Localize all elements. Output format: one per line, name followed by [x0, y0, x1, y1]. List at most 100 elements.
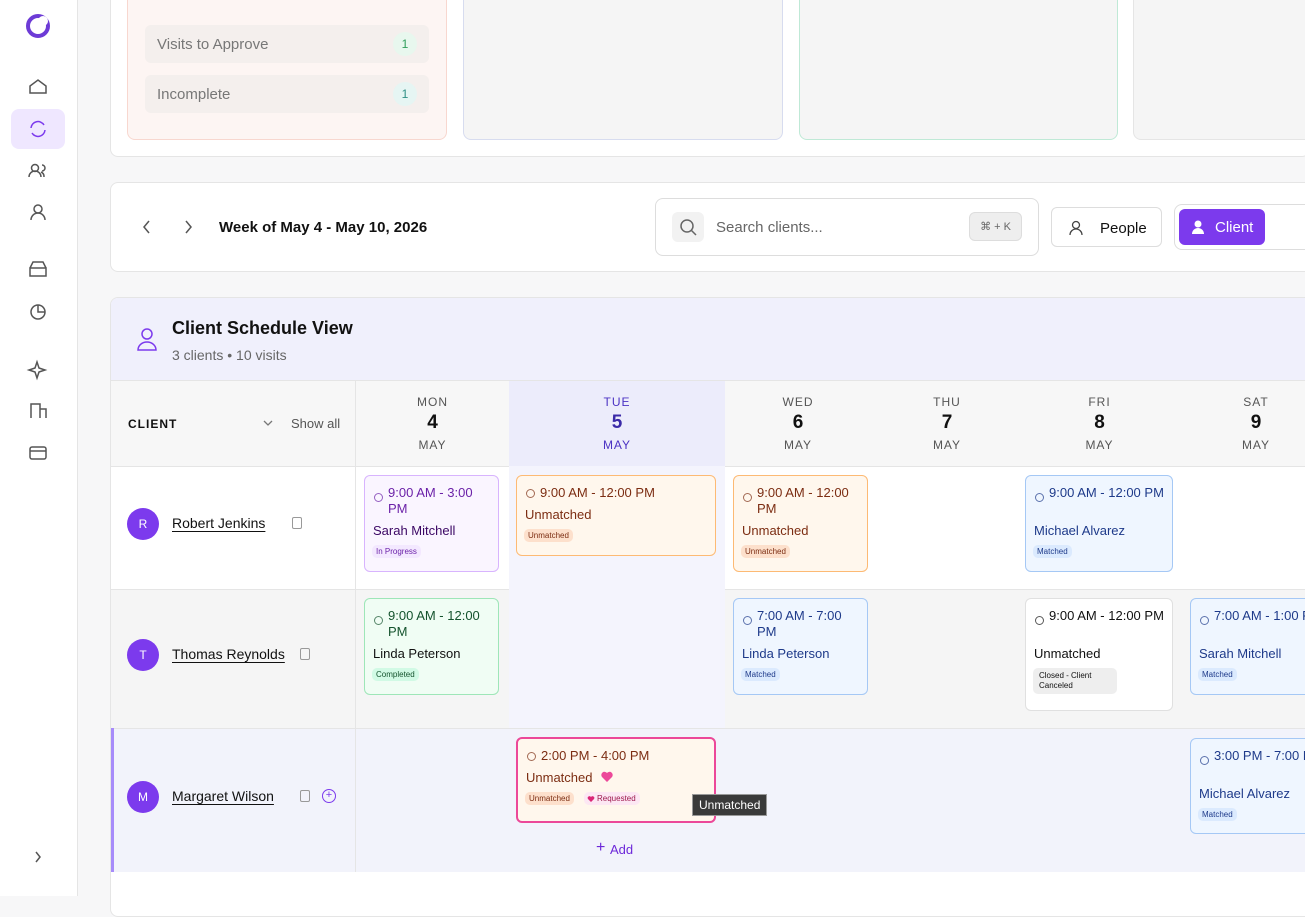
client-name[interactable]: Thomas Reynolds	[172, 646, 285, 662]
visit-time: 9:00 AM - 12:00 PM	[1049, 608, 1164, 623]
day-name: WED	[782, 395, 814, 409]
stat-label: Incomplete	[157, 86, 231, 103]
note-icon	[300, 648, 310, 660]
day-month: MAY	[418, 438, 447, 452]
status-pill: Matched	[1198, 668, 1237, 681]
status-pill: Unmatched	[525, 792, 574, 805]
note-icon	[300, 790, 310, 802]
clock-icon	[743, 616, 752, 625]
visit-time: 2:00 PM - 4:00 PM	[541, 748, 650, 763]
stat-card	[799, 0, 1118, 140]
visit-caregiver: Unmatched	[1034, 646, 1101, 661]
week-nav[interactable]	[136, 217, 198, 237]
visit-time: 7:00 AM - 7:00 PM	[757, 608, 842, 639]
status-pill: Matched	[1033, 545, 1072, 558]
visit-time: 9:00 AM - 12:00 PM	[757, 485, 849, 516]
stat-row[interactable]: Visits to Approve 1	[145, 25, 429, 63]
day-month: MAY	[602, 438, 632, 452]
add-visit[interactable]: Add	[610, 842, 634, 857]
day-number: 6	[792, 412, 804, 433]
status-pill: Unmatched	[741, 545, 790, 558]
visit-card[interactable]: 7:00 AM - 1:00 PM Sarah Mitchell Matched	[1190, 598, 1305, 695]
client-name[interactable]: Robert Jenkins	[172, 515, 266, 531]
client-avatar: M	[127, 781, 159, 813]
day-number: 4	[427, 412, 438, 433]
visit-time: 3:00 PM - 7:00 PM	[1214, 748, 1305, 763]
people-button[interactable]: People	[1051, 207, 1162, 247]
client-label: Client	[1215, 219, 1254, 236]
day-name: TUE	[603, 395, 631, 409]
visit-caregiver: Linda Peterson	[742, 646, 830, 661]
visit-time: 9:00 AM - 12:00 PM	[388, 608, 480, 639]
visit-card[interactable]: 9:00 AM - 12:00 PM Unmatched Unmatched	[733, 475, 868, 572]
clock-icon	[743, 493, 752, 502]
status-pill: Closed - Client Canceled	[1033, 668, 1117, 694]
schedule-header	[111, 298, 1305, 381]
clock-icon	[1035, 493, 1044, 502]
clock-icon	[1200, 756, 1209, 765]
header-icon	[135, 326, 159, 352]
show-all[interactable]: Show all	[291, 416, 341, 431]
visit-card[interactable]: 3:00 PM - 7:00 PM Michael Alvarez Matched	[1190, 738, 1305, 834]
status-pill: Completed	[372, 668, 419, 681]
visit-card[interactable]: 9:00 AM - 12:00 PM Linda Peterson Complete…	[364, 598, 499, 695]
people-label: People	[1100, 220, 1147, 237]
search-icon-box	[672, 212, 704, 242]
client-header: CLIENT	[128, 417, 178, 431]
client-avatar: R	[127, 508, 159, 540]
visit-caregiver: Unmatched	[526, 770, 593, 785]
day-name: MON	[417, 395, 448, 409]
visit-caregiver: Unmatched	[742, 523, 809, 538]
day-number: 5	[611, 412, 623, 433]
day-name: THU	[933, 395, 961, 409]
status-pill: Unmatched	[524, 529, 573, 542]
client-name[interactable]: Margaret Wilson	[172, 788, 274, 804]
stat-card	[127, 0, 447, 140]
client-avatar: T	[127, 639, 159, 671]
schedule-title: Client Schedule View	[172, 318, 353, 338]
day-number: 9	[1250, 412, 1262, 433]
day-month: MAY	[783, 438, 813, 452]
shortcut: ⌘ + K	[969, 212, 1022, 241]
status-pill: Matched	[1198, 808, 1237, 821]
stat-row[interactable]: Incomplete 1	[145, 75, 429, 113]
visit-card[interactable]: 2:00 PM - 4:00 PM Unmatched Unmatched Reque…	[516, 737, 716, 823]
day-month: MAY	[1241, 438, 1271, 452]
day-number: 8	[1094, 412, 1105, 433]
sidebar	[0, 0, 78, 896]
visit-caregiver: Michael Alvarez	[1034, 523, 1126, 538]
show-all-chevron	[263, 416, 273, 433]
status-pill: Matched	[741, 668, 780, 681]
visit-caregiver: Linda Peterson	[373, 646, 461, 661]
stat-card	[1133, 0, 1305, 140]
visit-caregiver: Michael Alvarez	[1199, 786, 1291, 801]
clock-icon	[374, 616, 383, 625]
visit-card[interactable]: 7:00 AM - 7:00 PM Linda Peterson Matched	[733, 598, 868, 695]
visit-caregiver: Sarah Mitchell	[1199, 646, 1282, 661]
day-month: MAY	[932, 438, 962, 452]
visit-card[interactable]: 9:00 AM - 12:00 PM Unmatched Unmatched	[516, 475, 716, 556]
visit-time: 9:00 AM - 3:00 PM	[388, 485, 473, 516]
clock-icon	[1200, 616, 1209, 625]
visit-time: 9:00 AM - 12:00 PM	[540, 485, 655, 500]
client-column-divider	[355, 381, 356, 872]
client-button[interactable]: Client	[1179, 209, 1265, 245]
selected-row-marker	[111, 728, 114, 872]
today-header	[509, 381, 725, 466]
status-pill: In Progress	[372, 545, 421, 558]
heart-icon	[600, 770, 614, 784]
search-placeholder: Search clients...	[716, 219, 823, 236]
visit-card[interactable]: 9:00 AM - 3:00 PM Sarah Mitchell In Progre…	[364, 475, 499, 572]
day-name: FRI	[1088, 395, 1111, 409]
stat-label: Visits to Approve	[157, 36, 269, 53]
visit-caregiver: Sarah Mitchell	[373, 523, 456, 538]
clock-icon	[374, 493, 383, 502]
visit-card[interactable]: 9:00 AM - 12:00 PM Michael Alvarez Matched	[1025, 475, 1173, 572]
clock-icon	[1035, 616, 1044, 625]
stat-count: 1	[393, 82, 417, 106]
visit-caregiver: Unmatched	[525, 507, 592, 522]
visit-card[interactable]: 9:00 AM - 12:00 PM Unmatched Closed - Clie…	[1025, 598, 1173, 711]
day-month: MAY	[1085, 438, 1114, 452]
note-icon	[292, 517, 303, 529]
